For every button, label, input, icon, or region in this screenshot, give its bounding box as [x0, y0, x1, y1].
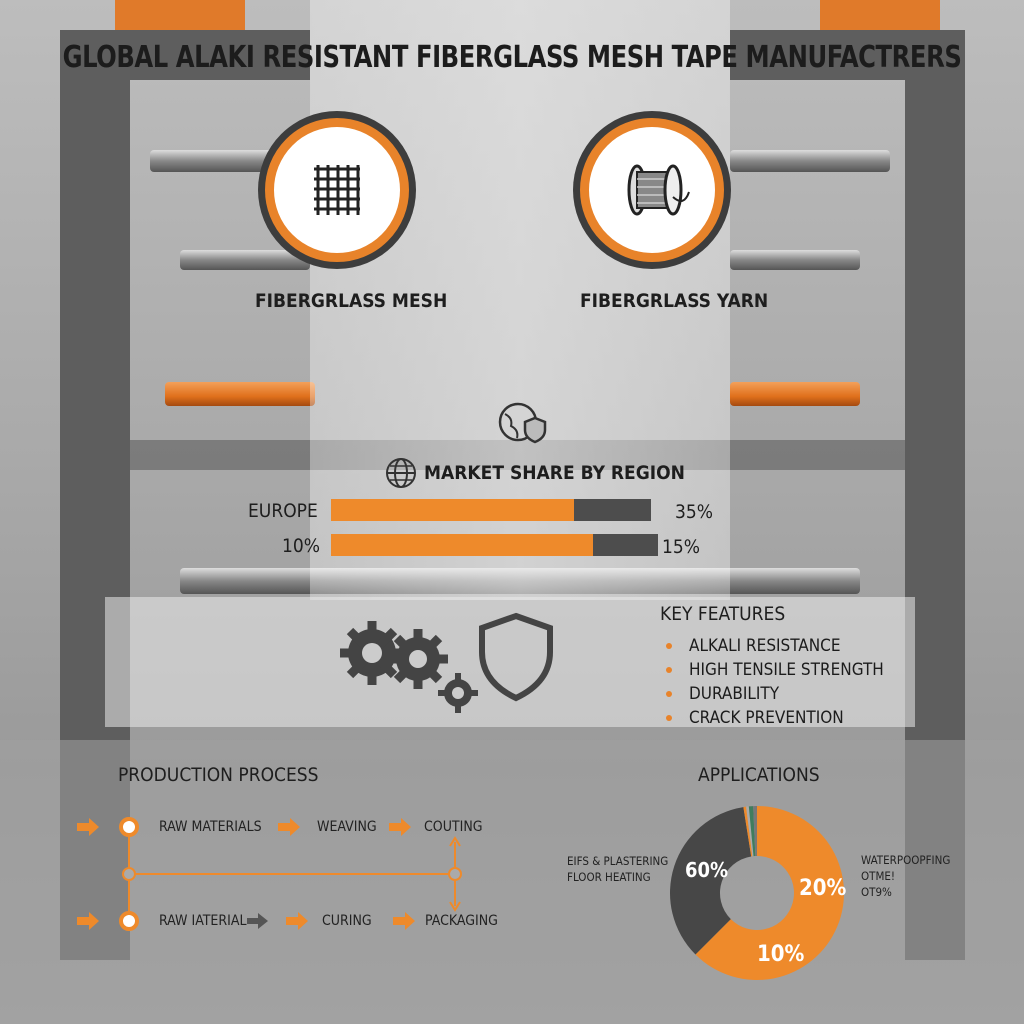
market-bar-europe — [331, 499, 651, 521]
step-weaving: WEAVING — [317, 819, 377, 835]
step-raw-materials: RAW MATERIALS — [159, 819, 262, 835]
applications-donut-chart — [670, 806, 844, 980]
flow-node — [122, 867, 136, 881]
arrow-icon — [77, 818, 99, 836]
market-share-title: MARKET SHARE BY REGION — [424, 462, 685, 484]
applications-right-labels: WATERPOOPFING OTME! OT9% — [861, 852, 950, 900]
feature-item: ALKALI RESISTANCE — [666, 634, 884, 658]
donut-slice — [743, 806, 753, 857]
bar-fill — [331, 499, 575, 521]
legend-waterproofing: WATERPOOPFING — [861, 853, 951, 867]
step-curing: CURING — [322, 913, 372, 929]
arrow-icon — [247, 913, 268, 929]
region-label: EUROPE — [248, 500, 318, 522]
donut-slice — [695, 806, 844, 980]
yarn-spool-icon — [627, 164, 690, 216]
arrow-icon — [286, 912, 308, 930]
fiberglass-mesh-badge — [265, 118, 409, 262]
bullet-icon — [666, 667, 672, 673]
step-couting: COUTING — [424, 819, 483, 835]
bullet-icon — [666, 715, 672, 721]
market-bar-second — [331, 534, 658, 556]
floor — [0, 740, 1024, 1024]
orange-roller — [730, 382, 860, 406]
arrow-icon — [389, 818, 411, 836]
process-flow-diagram — [77, 817, 462, 931]
donut-slice — [746, 806, 754, 857]
donut-slice — [748, 806, 756, 857]
page-title: GLOBAL ALAKI RESISTANT FIBERGLASS MESH T… — [62, 40, 962, 75]
product-label-yarn: FIBERGRLASS YARN — [580, 290, 769, 312]
bullet-icon — [666, 691, 672, 697]
orange-block — [820, 0, 940, 30]
legend-other-pct: OT9% — [861, 885, 892, 899]
donut-label-60: 60% — [685, 858, 729, 882]
step-raw-material-2: RAW IATERIAL — [159, 913, 247, 929]
globe-icon — [386, 458, 416, 488]
arrow-icon — [393, 912, 415, 930]
applications-left-labels: EIFS & PLASTERING FLOOR HEATING — [567, 853, 668, 885]
bullet-icon — [666, 643, 672, 649]
flow-node — [119, 817, 139, 837]
machine-top-left — [60, 30, 310, 80]
legend-eifs: EIFS & PLASTERING — [567, 854, 669, 868]
roller — [730, 150, 890, 172]
region-value: 35% — [675, 501, 713, 523]
step-packaging: PACKAGING — [425, 913, 498, 929]
shield-icon — [479, 612, 553, 702]
legend-floor-heating: FLOOR HEATING — [567, 870, 651, 884]
region-value: 15% — [662, 536, 700, 558]
donut-slice — [753, 806, 757, 857]
feature-item: HIGH TENSILE STRENGTH — [666, 658, 884, 682]
donut-slice — [670, 807, 752, 955]
production-process-title: PRODUCTION PROCESS — [118, 764, 319, 786]
orange-roller — [165, 382, 315, 406]
flow-node — [448, 867, 462, 881]
mesh-grid-icon — [314, 165, 360, 215]
features-list: ALKALI RESISTANCE HIGH TENSILE STRENGTH … — [666, 634, 884, 730]
feature-item: CRACK PREVENTION — [666, 706, 884, 730]
feature-item: DURABILITY — [666, 682, 884, 706]
donut-label-20: 20% — [799, 876, 847, 901]
arrow-icon — [278, 818, 300, 836]
bar-fill — [331, 534, 593, 556]
arrow-icon — [77, 912, 99, 930]
roller — [180, 250, 310, 270]
fiberglass-yarn-badge — [580, 118, 724, 262]
region-label: 10% — [282, 535, 320, 557]
machine-top-right — [730, 30, 965, 80]
gears-icon — [340, 621, 478, 713]
globe-shield-icon — [498, 402, 547, 444]
product-label-mesh: FIBERGRLASS MESH — [255, 290, 448, 312]
donut-label-10: 10% — [757, 942, 805, 967]
key-features-title: KEY FEATURES — [660, 603, 786, 625]
applications-title: APPLICATIONS — [698, 764, 820, 786]
orange-block — [115, 0, 245, 30]
flow-node — [119, 911, 139, 931]
roller — [730, 250, 860, 270]
legend-other: OTME! — [861, 869, 896, 883]
